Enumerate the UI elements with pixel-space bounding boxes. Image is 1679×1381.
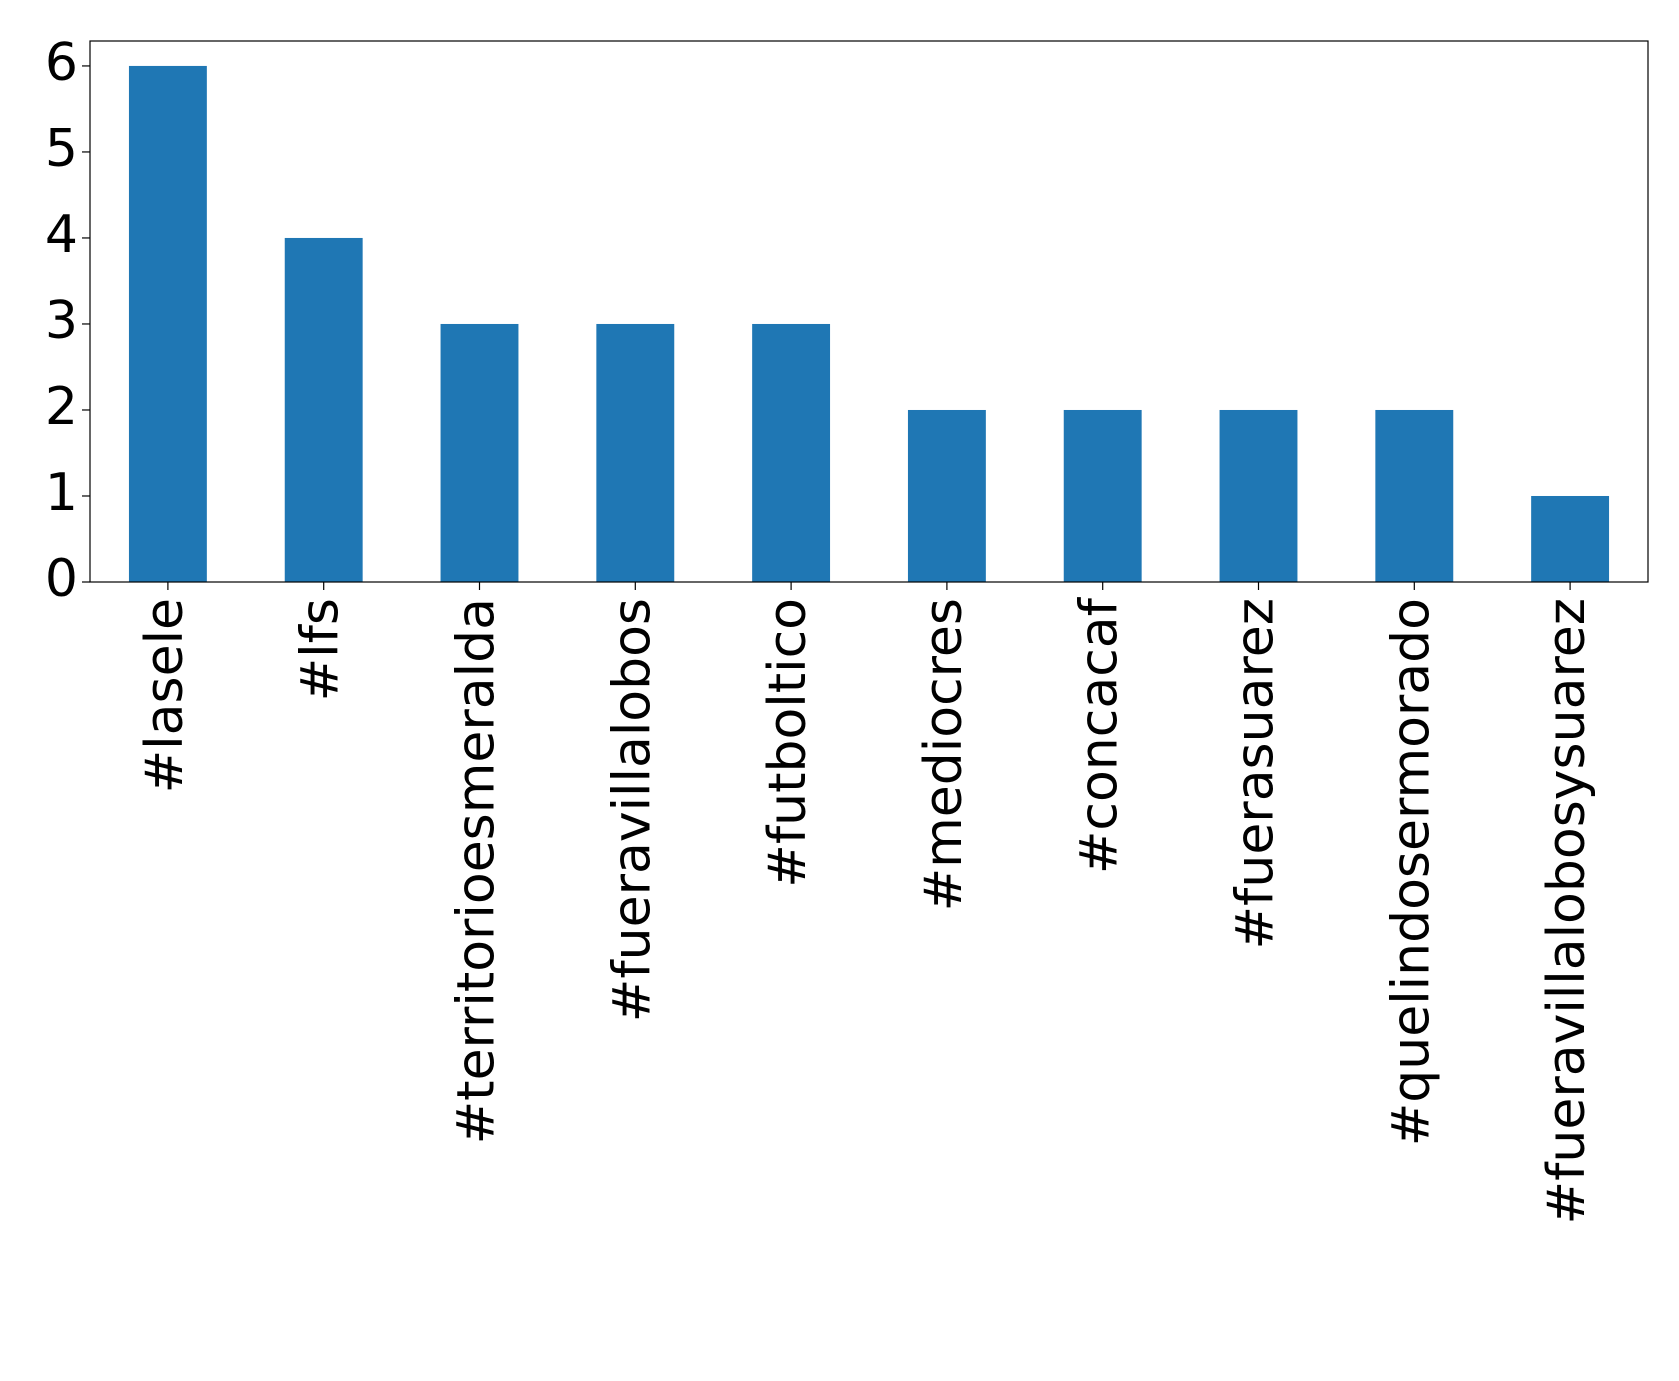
bar [752,323,831,582]
bar [596,323,675,582]
bar [128,65,207,583]
bar [440,323,519,582]
x-tick-label: #lfs [291,598,351,701]
bar [1063,409,1142,582]
y-tick-label: 6 [45,33,78,93]
y-tick-label: 3 [45,291,78,351]
bar [1531,495,1610,582]
x-tick-label: #quelindosermorado [1381,598,1441,1146]
bar [284,237,363,582]
bar [907,409,986,582]
x-tick-label: #lasele [135,598,195,793]
x-tick-label: #fueravillalobosysuarez [1537,598,1597,1224]
y-tick-label: 5 [45,119,78,179]
y-tick-label: 2 [45,377,78,437]
x-tick-label: #fueravillalobos [602,598,662,1022]
y-tick-label: 4 [45,205,78,265]
x-tick-label: #concacaf [1070,596,1130,874]
x-tick-label: #territorioesmeralda [447,598,507,1144]
plot-frame [89,40,1649,583]
y-tick-label: 1 [45,463,78,523]
x-tick-label: #mediocres [914,598,974,911]
bar [1375,409,1454,582]
x-tick-label: #fuerasuarez [1226,598,1286,950]
bar [1219,409,1298,582]
x-tick-label: #futboltico [758,598,818,888]
y-tick-label: 0 [45,549,78,609]
